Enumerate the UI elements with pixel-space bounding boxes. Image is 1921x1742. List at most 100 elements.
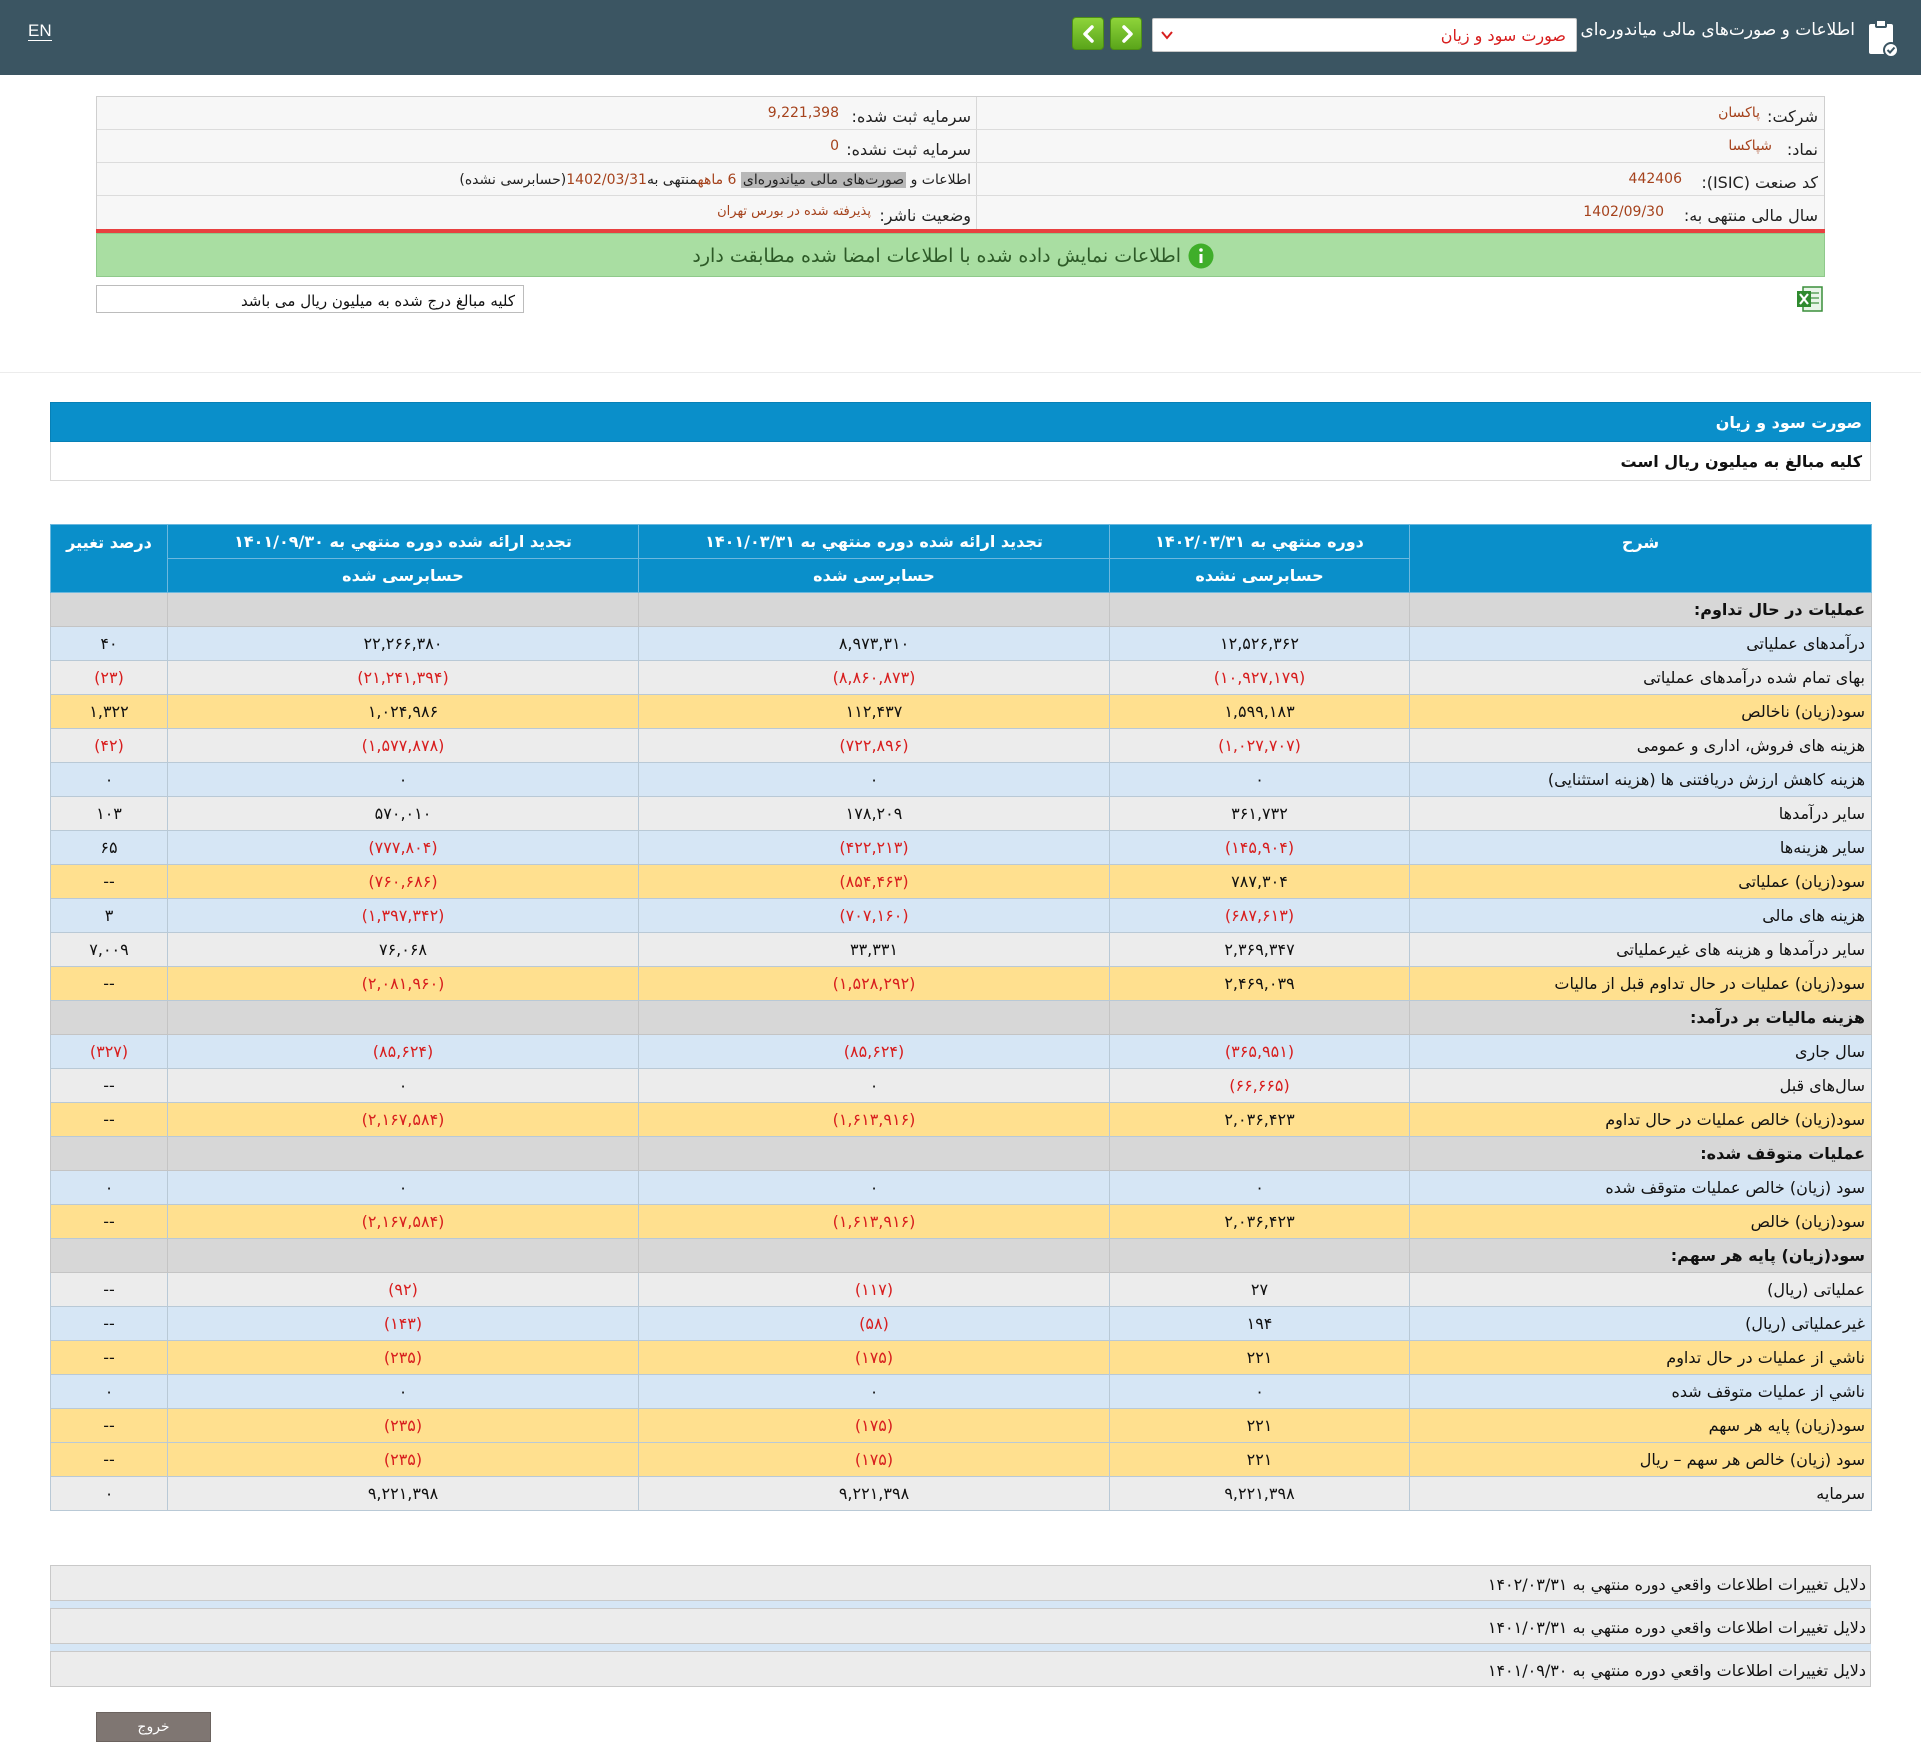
row-description: سود(زيان) خالص عمليات در حال تداوم	[1409, 1102, 1872, 1137]
value-prior1	[638, 1136, 1110, 1171]
value-change-percent	[50, 592, 168, 627]
table-subheader-row: حسابرسی نشده حسابرسی شده حسابرسی شده	[51, 558, 1872, 593]
value-change-percent: ۰	[50, 1374, 168, 1409]
report-desc-ending: منتهی به	[646, 172, 698, 188]
change-reason-label: دلایل تغییرات اطلاعات واقعي دوره منتهي ب…	[1487, 1661, 1866, 1680]
language-switch-link[interactable]: EN	[28, 21, 52, 41]
row-description: ساير درآمدها	[1409, 796, 1872, 831]
table-row: بهای تمام شده درآمدهای عملیاتی (۱۰,۹۲۷,۱۷…	[50, 660, 1872, 695]
change-reason-row[interactable]: دلایل تغییرات اطلاعات واقعي دوره منتهي ب…	[50, 1608, 1871, 1644]
value-prior1: (۱۷۵)	[638, 1340, 1110, 1375]
chevron-left-icon	[1083, 25, 1094, 43]
row-description: سال‌های قبل	[1409, 1068, 1872, 1103]
row-description: سرمايه	[1409, 1476, 1872, 1511]
table-row: ساير درآمدها و هزينه های غيرعملياتی ۲,۳۶۹…	[50, 932, 1872, 967]
table-row: سرمايه ۹,۲۲۱,۳۹۸ ۹,۲۲۱,۳۹۸ ۹,۲۲۱,۳۹۸ ۰	[50, 1476, 1872, 1511]
value-prior1: ۰	[638, 1170, 1110, 1205]
report-type-select-value: صورت سود و زیان	[1440, 26, 1566, 45]
excel-export-icon[interactable]	[1796, 285, 1824, 313]
report-desc-date: 1402/03/31	[566, 172, 647, 188]
table-row: سود (زيان) خالص هر سهم – ريال ۲۲۱ (۱۷۵) (۲۳…	[50, 1442, 1872, 1477]
value-prior1: ۰	[638, 1068, 1110, 1103]
signed-info-notice: اطلاعات نمایش داده شده با اطلاعات امضا ش…	[96, 233, 1825, 277]
change-reason-row[interactable]: دلایل تغییرات اطلاعات واقعي دوره منتهي ب…	[50, 1565, 1871, 1601]
row-description: سود(زيان) عمليات در حال تداوم قبل از مال…	[1409, 966, 1872, 1001]
value-current: ۲۷	[1109, 1272, 1410, 1307]
col-header-desc: شرح	[1409, 524, 1872, 593]
table-row: درآمدهای عملیاتی ۱۲,۵۲۶,۳۶۲ ۸,۹۷۳,۳۱۰ ۲۲,۲۶…	[50, 626, 1872, 661]
exit-button[interactable]: خروج	[96, 1712, 211, 1742]
chevron-right-icon	[1122, 25, 1133, 43]
table-row: ناشي از عمليات متوقف شده ۰ ۰ ۰ ۰	[50, 1374, 1872, 1409]
table-row: سود(زيان) خالص ۲,۰۳۶,۴۲۳ (۱,۶۱۳,۹۱۶) (۲,۱۶۷…	[50, 1204, 1872, 1239]
table-row: سود(زيان) عمليات در حال تداوم قبل از مال…	[50, 966, 1872, 1001]
info-icon	[1188, 243, 1214, 269]
company-name-value: پاکسان	[1718, 105, 1760, 121]
document-check-icon	[1869, 19, 1899, 58]
value-prior1: (۷۲۲,۸۹۶)	[638, 728, 1110, 763]
report-type-select[interactable]: صورت سود و زیان	[1152, 18, 1577, 52]
value-prior2: (۲۳۵)	[167, 1340, 639, 1375]
row-description: بهای تمام شده درآمدهای عملیاتی	[1409, 660, 1872, 695]
value-current: ۲۲۱	[1109, 1340, 1410, 1375]
table-row: سال‌های قبل (۶۶,۶۶۵) ۰ ۰ --	[50, 1068, 1872, 1103]
value-change-percent: --	[50, 1102, 168, 1137]
row-description: سود(زيان) عملياتی	[1409, 864, 1872, 899]
table-row: ناشي از عمليات در حال تداوم ۲۲۱ (۱۷۵) (۲۳۵)…	[50, 1340, 1872, 1375]
statement-subtitle-bar: کلیه مبالغ به میلیون ریال است	[50, 442, 1871, 481]
value-current: ۲۲۱	[1109, 1442, 1410, 1477]
value-prior2	[167, 1000, 639, 1035]
value-change-percent: --	[50, 1442, 168, 1477]
value-prior1: ۳۳,۳۳۱	[638, 932, 1110, 967]
row-description: سود (زيان) خالص هر سهم – ريال	[1409, 1442, 1872, 1477]
col-header-current: دوره منتهي به ۱۴۰۲/۰۳/۳۱	[1109, 524, 1410, 559]
value-change-percent: ۰	[50, 1170, 168, 1205]
report-desc-audit: (حسابرسی نشده)	[459, 172, 567, 188]
value-prior2: ۰	[167, 1068, 639, 1103]
value-current: (۳۶۵,۹۵۱)	[1109, 1034, 1410, 1069]
value-change-percent: (۳۲۷)	[50, 1034, 168, 1069]
row-description: ناشي از عمليات متوقف شده	[1409, 1374, 1872, 1409]
table-header-row: شرح دوره منتهي به ۱۴۰۲/۰۳/۳۱ تجدید ارائه…	[50, 524, 1872, 593]
value-current: ۲,۴۶۹,۰۳۹	[1109, 966, 1410, 1001]
value-change-percent: ۶۵	[50, 830, 168, 865]
report-desc-months: 6 ماهه	[697, 172, 737, 188]
value-current: ۲,۰۳۶,۴۲۳	[1109, 1204, 1410, 1239]
prev-report-button[interactable]	[1072, 17, 1104, 50]
isic-label: کد صنعت (ISIC):	[1701, 173, 1818, 192]
publisher-status-row: وضعیت ناشر: پذیرفته شده در بورس تهران	[97, 196, 977, 229]
value-prior2: (۲,۱۶۷,۵۸۴)	[167, 1102, 639, 1137]
isic-row: کد صنعت (ISIC): 442406	[977, 163, 1824, 196]
value-prior2: (۲۱,۲۴۱,۳۹۴)	[167, 660, 639, 695]
value-prior1: (۸۵,۶۲۴)	[638, 1034, 1110, 1069]
report-desc-row: اطلاعات و صورت‌های مالی میاندوره‌ای 6 ما…	[97, 163, 977, 196]
table-row: سود(زيان) خالص عمليات در حال تداوم ۲,۰۳۶,…	[50, 1102, 1872, 1137]
section-header-row: سود(زيان) پایه هر سهم:	[50, 1238, 1872, 1273]
unit-note-box: کلیه مبالغ درج شده به میلیون ریال می باش…	[96, 285, 524, 313]
value-prior2	[167, 1136, 639, 1171]
value-change-percent: --	[50, 1204, 168, 1239]
change-reason-label: دلایل تغییرات اطلاعات واقعي دوره منتهي ب…	[1487, 1575, 1866, 1594]
company-info-left: سرمایه ثبت شده: 9,221,398 سرمایه ثبت نشد…	[97, 97, 977, 229]
section-header-row: عملیات متوقف شده:	[50, 1136, 1872, 1171]
section-header-row: هزینه مالیات بر درآمد:	[50, 1000, 1872, 1035]
value-current: ۰	[1109, 762, 1410, 797]
report-desc: اطلاعات و صورت‌های مالی میاندوره‌ای 6 ما…	[459, 172, 971, 188]
value-current: (۱۴۵,۹۰۴)	[1109, 830, 1410, 865]
chevron-down-icon	[1161, 31, 1173, 40]
table-row: سود (زيان) خالص عمليات متوقف شده ۰ ۰ ۰ ۰	[50, 1170, 1872, 1205]
table-row: سایر هزينه‌ها (۱۴۵,۹۰۴) (۴۲۲,۲۱۳) (۷۷۷,۸۰۴)…	[50, 830, 1872, 865]
value-change-percent: ۰	[50, 762, 168, 797]
col-header-prior1: تجدید ارائه شده دوره منتهي به ۱۴۰۱/۰۳/۳۱	[638, 524, 1110, 559]
fiscal-year-row: سال مالی منتهی به: 1402/09/30	[977, 196, 1824, 229]
col-subheader-prior1: حسابرسی شده	[638, 558, 1110, 593]
row-description: هزينه های مالی	[1409, 898, 1872, 933]
value-prior1: ۰	[638, 762, 1110, 797]
value-prior1	[638, 592, 1110, 627]
value-prior1: ۱۷۸,۲۰۹	[638, 796, 1110, 831]
unreg-capital-label: سرمایه ثبت نشده:	[846, 140, 971, 159]
value-prior2: (۷۷۷,۸۰۴)	[167, 830, 639, 865]
change-reason-row[interactable]: دلایل تغییرات اطلاعات واقعي دوره منتهي ب…	[50, 1651, 1871, 1687]
next-report-button[interactable]	[1110, 17, 1142, 50]
row-description: ساير درآمدها و هزينه های غيرعملياتی	[1409, 932, 1872, 967]
